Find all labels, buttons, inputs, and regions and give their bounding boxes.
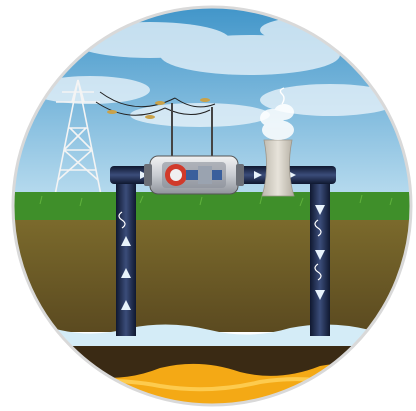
utility-poles (171, 103, 213, 160)
steam-swirls (118, 211, 322, 281)
grass (13, 192, 411, 222)
turbine-rotor (165, 164, 222, 186)
turbine-generator (144, 155, 244, 195)
steam-plume (260, 104, 294, 140)
power-lines (95, 91, 216, 116)
soil-layer (13, 220, 411, 332)
flow-arrow-down (315, 205, 325, 300)
production-well-pipe (116, 172, 136, 336)
transmission-tower (54, 79, 102, 196)
flow-arrow-up-1 (121, 236, 131, 310)
clouds (30, 16, 400, 127)
circle-frame (11, 5, 413, 407)
insulators (107, 98, 210, 119)
cooling-tower (260, 87, 295, 197)
grass-blades (39, 194, 393, 207)
